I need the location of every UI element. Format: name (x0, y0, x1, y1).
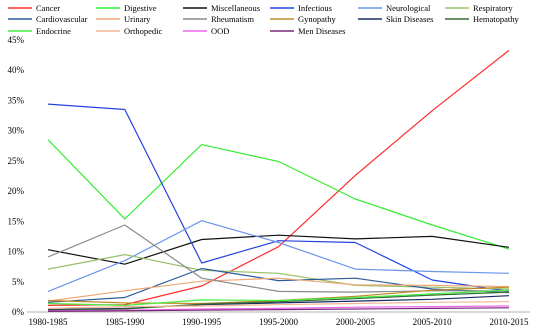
series-line-orthopedic (47, 301, 510, 309)
axes: 0% 5% 10% 15% 20% 25% 30% 35% 40% 45% 1980-1985 198… (8, 35, 530, 327)
x-tick-label: 2005-2010 (413, 317, 452, 327)
legend-label-neurological: Neurological (386, 3, 431, 13)
y-tick-label: 20% (8, 186, 25, 196)
y-tick-label: 30% (8, 126, 25, 136)
series-line-hematopathy (47, 291, 510, 311)
y-tick-label: 0% (12, 307, 25, 317)
x-tick-label: 1990-1995 (182, 317, 221, 327)
series-line-urinary (47, 277, 510, 302)
legend-label-cardiovascular: Cardiovascular (36, 14, 88, 24)
legend-label-miscellaneous: Miscellaneous (211, 3, 260, 13)
legend-label-rheumatism: Rheumatism (211, 14, 254, 24)
legend-label-cancer: Cancer (36, 3, 60, 13)
legend-label-skin-diseases: Skin Diseases (386, 14, 433, 24)
legend-label-men-diseases: Men Diseases (298, 26, 345, 36)
legend-label-hematopathy: Hematopathy (473, 14, 520, 24)
series-line-infectious (47, 103, 510, 292)
legend-label-gynopathy: Gynopathy (298, 14, 337, 24)
y-tick-label: 40% (8, 65, 25, 75)
legend-label-digestive: Digestive (124, 3, 157, 13)
legend-label-orthopedic: Orthopedic (124, 26, 162, 36)
y-tick-label: 25% (8, 156, 25, 166)
y-tick-label: 35% (8, 95, 25, 105)
y-tick-label: 10% (8, 247, 25, 257)
legend: Cancer Digestive Miscellaneous Infectious Ne… (8, 3, 520, 36)
series-line-cardiovascular (47, 267, 510, 303)
legend-label-endocrine: Endocrine (36, 26, 71, 36)
x-tick-label: 2010-2015 (490, 317, 529, 327)
x-tick-label: 1995-2000 (259, 317, 298, 327)
x-tick-label: 2000-2005 (336, 317, 375, 327)
legend-label-urinary: Urinary (124, 14, 151, 24)
legend-label-ood: OOD (211, 26, 229, 36)
legend-label-infectious: Infectious (298, 3, 332, 13)
series-line-endocrine (47, 289, 510, 306)
series-line-miscellaneous (47, 234, 510, 265)
y-tick-label: 15% (8, 216, 25, 226)
x-tick-label: 1980-1985 (29, 317, 68, 327)
x-tick-label: 1985-1990 (105, 317, 144, 327)
y-tick-label: 5% (12, 277, 25, 287)
series-line-respiratory (47, 254, 510, 290)
y-tick-label: 45% (8, 35, 25, 45)
series-line-men-diseases (47, 307, 510, 312)
legend-label-respiratory: Respiratory (473, 3, 513, 13)
series-line-cancer (47, 49, 510, 306)
series-line-digestive (47, 139, 510, 250)
series-lines (47, 49, 510, 312)
series-line-neurological (47, 220, 510, 292)
